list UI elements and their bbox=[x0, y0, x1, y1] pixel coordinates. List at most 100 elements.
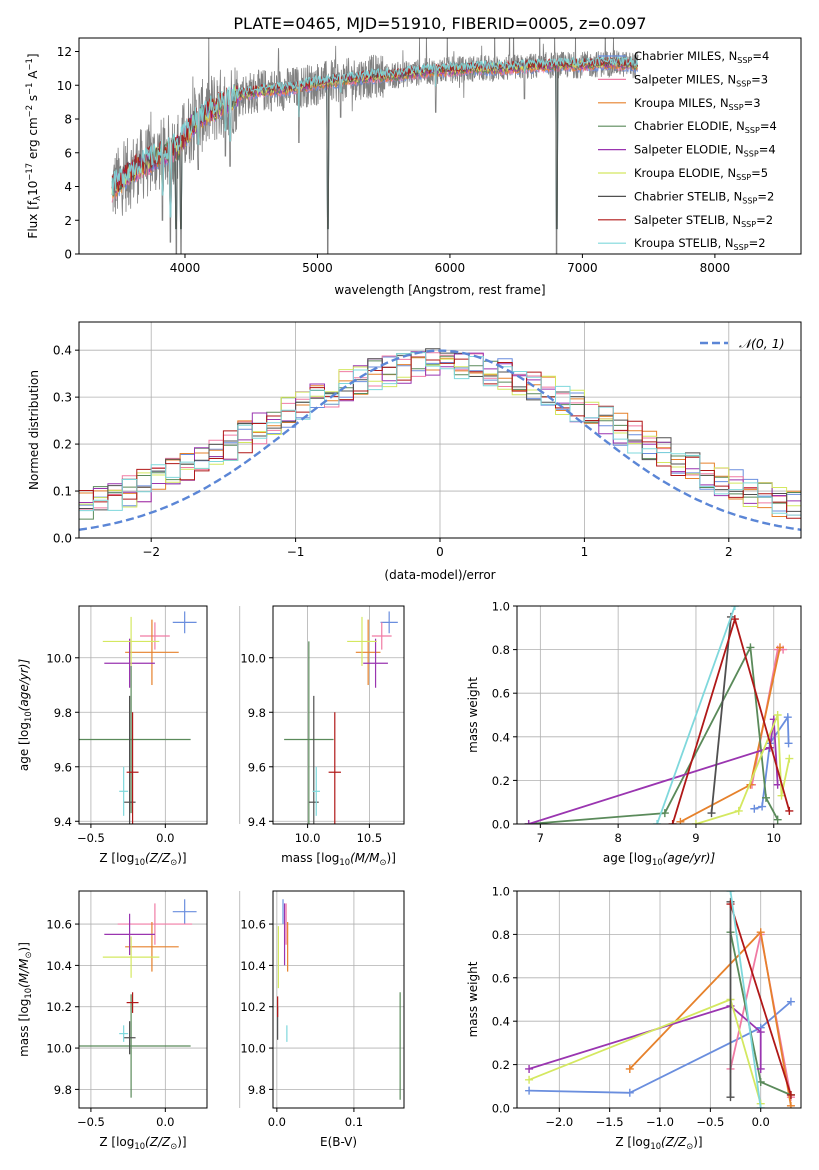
figure-title: PLATE=0465, MJD=51910, FIBERID=0005, z=0… bbox=[233, 14, 646, 33]
y-tick-label: 0.0 bbox=[492, 1102, 510, 1116]
age-vs-mass-panel: 10.0 10.5 9.4 9.6 9.8 10.0 mass [log10(M/M⊙)] bbox=[240, 605, 405, 867]
legend-entry-part: Kroupa STELIB, N bbox=[634, 236, 734, 250]
mass-vs-ebv-panel: 0.0 0.1 9.8 10.0 10.2 10.4 10.6 E(B-V) bbox=[240, 890, 405, 1149]
weight-marker-chabrier_elodie bbox=[773, 815, 782, 824]
legend-entry: Chabrier STELIB, NSSP=2 bbox=[634, 189, 774, 205]
weight-line-kroupa_elodie bbox=[528, 998, 762, 1104]
x-tick-label: 7000 bbox=[567, 261, 598, 275]
x-tick-label: −0.5 bbox=[77, 831, 105, 845]
age-vs-metallicity-panel-x-label-part: ⊙ bbox=[170, 857, 177, 867]
mass-vs-metallicity-panel-points bbox=[79, 899, 197, 1098]
spectrum-y-label-part: λ bbox=[32, 196, 42, 201]
weight-marker-kroupa_stelib bbox=[726, 891, 735, 895]
weight-vs-age-panel-x-label-part: age [log bbox=[603, 851, 652, 865]
x-tick-label: 8000 bbox=[700, 261, 731, 275]
legend-entry: Salpeter ELODIE, NSSP=4 bbox=[634, 143, 776, 159]
weight-marker-kroupa_stelib bbox=[653, 820, 662, 824]
x-tick-label: 5000 bbox=[302, 261, 333, 275]
x-tick-label: 6000 bbox=[435, 261, 466, 275]
y-tick-label: 0.1 bbox=[53, 485, 72, 499]
y-tick-label: 1.0 bbox=[492, 885, 510, 899]
x-tick-label: −1 bbox=[287, 545, 305, 559]
spectrum-y-label-part: s bbox=[26, 95, 40, 105]
weight-marker-chabrier_elodie bbox=[761, 793, 770, 802]
weight-vs-metallicity-panel-x-label-part: 10 bbox=[650, 1141, 661, 1151]
age-vs-metallicity-panel-y-label-part: age [log bbox=[17, 722, 31, 771]
y-tick-label: 0.4 bbox=[492, 730, 510, 744]
age-vs-mass-panel-x-label-part: 10 bbox=[339, 857, 350, 867]
legend-entry-part: Chabrier STELIB, N bbox=[634, 189, 742, 203]
y-tick-label: 10.4 bbox=[46, 959, 72, 973]
age-vs-mass-panel-x-label-part: mass [log bbox=[281, 851, 339, 865]
legend-entry-part: Kroupa ELODIE, N bbox=[634, 166, 736, 180]
weight-marker-chabrier_miles bbox=[625, 1088, 634, 1097]
legend-entry-part: SSP bbox=[742, 196, 757, 205]
weight-vs-metallicity-panel-x-label: Z [log10(Z/Z⊙)] bbox=[615, 1135, 702, 1151]
weight-marker-salpeter_elodie bbox=[756, 1064, 765, 1073]
x-tick-label: 10.0 bbox=[295, 831, 321, 845]
y-tick-label: 0.6 bbox=[492, 687, 510, 701]
age-vs-metallicity-panel-points bbox=[79, 611, 197, 824]
y-tick-label: 10.6 bbox=[240, 918, 266, 932]
normal-curve bbox=[79, 349, 801, 531]
y-tick-label: 0.3 bbox=[53, 391, 72, 405]
axes-frame bbox=[78, 890, 208, 1109]
y-tick-label: 0.6 bbox=[492, 971, 510, 985]
y-tick-label: 12 bbox=[57, 45, 72, 59]
mass-vs-metallicity-panel-y-label-part: mass [log bbox=[17, 999, 31, 1057]
legend-entry: Chabrier ELODIE, NSSP=4 bbox=[634, 119, 777, 135]
legend-entry-part: SSP bbox=[741, 220, 756, 229]
y-tick-label: 9.8 bbox=[54, 1083, 72, 1097]
weight-marker-kroupa_stelib bbox=[756, 1104, 765, 1108]
weight-vs-age-panel-x-label-part: 10 bbox=[652, 857, 663, 867]
weight-vs-metallicity-panel-x-label-part: Z [log bbox=[615, 1135, 650, 1149]
mass-vs-metallicity-panel-y-label-part: ⊙ bbox=[23, 951, 33, 958]
y-tick-label: 1.0 bbox=[492, 600, 510, 614]
spectrum-x-label: wavelength [Angstrom, rest frame] bbox=[334, 283, 545, 297]
age-vs-metallicity-panel-x-label-part: )] bbox=[177, 851, 186, 865]
weight-marker-salpeter_stelib bbox=[730, 615, 739, 624]
legend-entry-part: =3 bbox=[744, 96, 761, 110]
mass-vs-metallicity-panel-y-label-part: 10 bbox=[23, 988, 33, 999]
x-tick-label: 0.0 bbox=[752, 1115, 770, 1129]
residuals-y-label: Normed distribution bbox=[27, 370, 41, 490]
legend-entry: Kroupa ELODIE, NSSP=5 bbox=[634, 166, 768, 182]
weight-marker-salpeter_elodie bbox=[756, 1028, 765, 1037]
legend-entry-part: SSP bbox=[736, 173, 751, 182]
y-tick-label: 8 bbox=[64, 113, 72, 127]
spectrum-y-label-part: −17 bbox=[24, 163, 34, 181]
age-vs-mass-panel-points bbox=[284, 611, 398, 824]
y-tick-label: 10.0 bbox=[46, 1042, 72, 1056]
weight-marker-chabrier_elodie bbox=[756, 1077, 765, 1086]
normal-legend-label: 𝒩(0, 1) bbox=[739, 336, 785, 351]
histogram-salpeter_stelib bbox=[79, 356, 801, 519]
legend-entry: Kroupa STELIB, NSSP=2 bbox=[634, 236, 766, 252]
x-tick-label: 0.1 bbox=[345, 1115, 363, 1129]
y-tick-label: 9.8 bbox=[248, 1083, 266, 1097]
legend-entry-part: SSP bbox=[737, 56, 752, 65]
spectrum-y-label-part: −1 bbox=[24, 58, 34, 70]
mass-vs-metallicity-panel-y-label: mass [log10(M/M⊙)] bbox=[17, 942, 33, 1057]
x-tick-label: 2 bbox=[725, 545, 733, 559]
weight-marker-chabrier_miles bbox=[758, 802, 767, 811]
y-tick-label: 9.8 bbox=[54, 706, 72, 720]
legend-entry-part: =5 bbox=[751, 166, 768, 180]
y-tick-label: 10.2 bbox=[46, 1000, 72, 1014]
y-tick-label: 9.8 bbox=[248, 706, 266, 720]
y-tick-label: 2 bbox=[64, 214, 72, 228]
age-vs-metallicity-panel-x-label-part: 10 bbox=[134, 857, 145, 867]
age-vs-metallicity-panel-x-label-part: Z [log bbox=[99, 851, 134, 865]
age-vs-metallicity-panel-x-label-part: (Z/Z bbox=[145, 851, 171, 865]
weight-marker-chabrier_miles bbox=[525, 1086, 534, 1095]
y-tick-label: 9.6 bbox=[54, 760, 72, 774]
mass-vs-metallicity-panel-y-label-part: (M/M bbox=[17, 958, 31, 988]
legend-entry-part: =2 bbox=[749, 236, 766, 250]
weight-marker-chabrier_stelib bbox=[707, 809, 716, 818]
age-vs-mass-panel-x-label-part: )] bbox=[387, 851, 396, 865]
y-tick-label: 0.2 bbox=[492, 1058, 510, 1072]
weight-marker-kroupa_miles bbox=[676, 817, 685, 824]
x-tick-label: 0.0 bbox=[156, 831, 174, 845]
weight-marker-kroupa_elodie bbox=[785, 754, 794, 763]
